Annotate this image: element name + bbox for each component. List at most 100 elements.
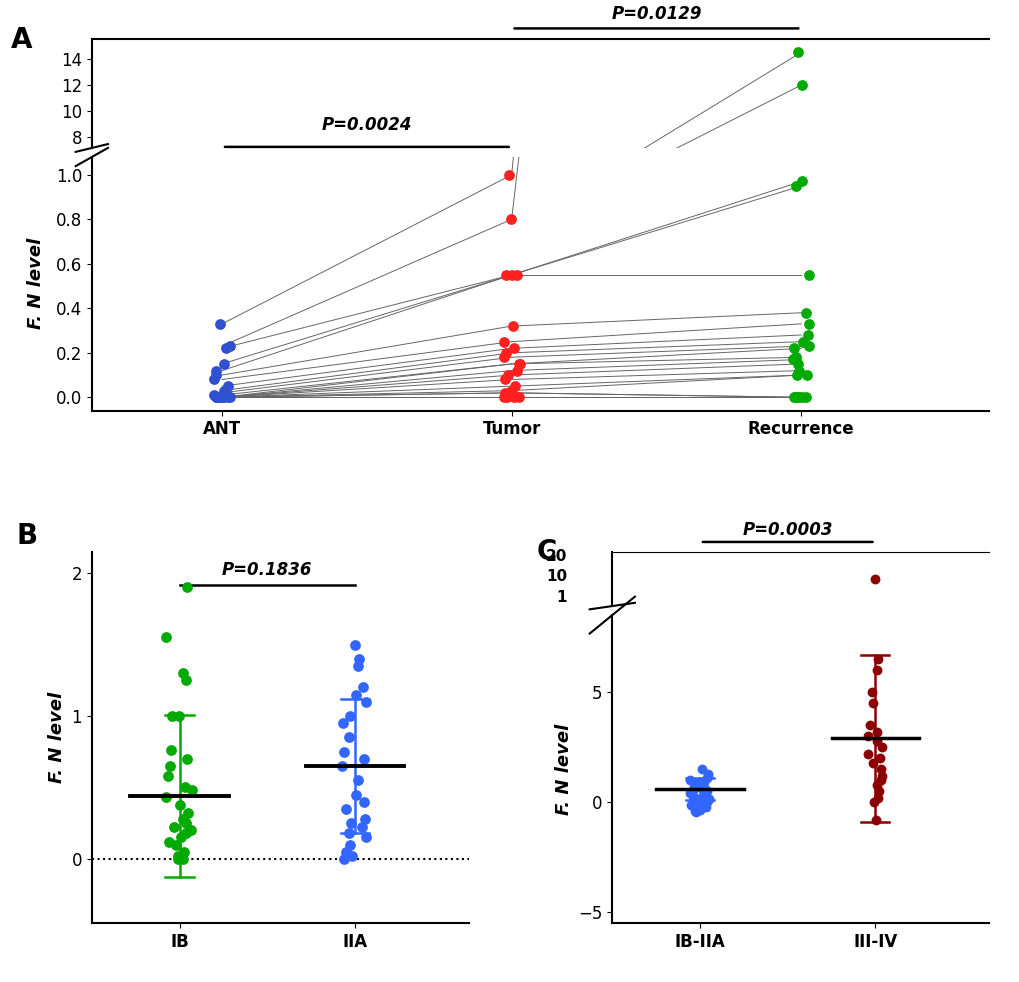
Point xyxy=(798,367,814,383)
Point xyxy=(210,390,226,406)
Point xyxy=(868,777,884,792)
Point xyxy=(694,778,710,793)
Point xyxy=(699,791,715,806)
Point xyxy=(789,44,805,60)
Point xyxy=(800,316,816,332)
Point xyxy=(221,338,237,354)
Point xyxy=(786,235,802,250)
Point xyxy=(799,327,815,343)
Point xyxy=(793,78,809,93)
Point xyxy=(346,636,363,652)
Point xyxy=(222,390,238,406)
Point xyxy=(793,174,809,190)
Point xyxy=(695,794,711,810)
Point xyxy=(865,794,881,810)
Point xyxy=(341,837,358,852)
Point xyxy=(797,230,813,246)
Point xyxy=(791,233,807,248)
Point xyxy=(868,724,884,739)
Point xyxy=(357,811,373,827)
Point xyxy=(163,742,179,758)
Point xyxy=(789,390,805,406)
Point xyxy=(178,579,195,595)
Point xyxy=(867,662,883,678)
Point xyxy=(793,390,809,406)
Text: P=0.1836: P=0.1836 xyxy=(222,561,312,578)
Point xyxy=(342,815,359,831)
Point xyxy=(699,768,715,784)
Point xyxy=(177,825,194,841)
Point xyxy=(786,390,802,406)
Point xyxy=(183,783,200,798)
Point xyxy=(338,801,355,817)
Point xyxy=(335,743,352,759)
Point xyxy=(356,751,372,767)
Point xyxy=(871,750,888,766)
Point xyxy=(340,730,357,745)
Point xyxy=(686,790,702,805)
Point xyxy=(176,780,193,795)
Point xyxy=(210,390,226,406)
Point xyxy=(495,390,512,406)
Point xyxy=(800,227,816,243)
Point xyxy=(163,708,179,724)
Point xyxy=(799,231,815,246)
Point xyxy=(696,788,712,803)
Point xyxy=(800,230,816,246)
Text: A: A xyxy=(11,27,33,54)
Point xyxy=(335,715,352,731)
Point xyxy=(682,786,698,801)
Point xyxy=(499,390,516,406)
Point xyxy=(864,754,880,770)
Point xyxy=(790,233,806,248)
Point xyxy=(789,367,805,383)
Point xyxy=(790,356,806,372)
Point xyxy=(503,385,520,401)
Point xyxy=(864,695,880,711)
Point xyxy=(507,267,524,283)
Point xyxy=(683,787,699,802)
Point xyxy=(693,791,709,807)
Point xyxy=(162,758,178,774)
Y-axis label: F. N level: F. N level xyxy=(48,691,66,783)
Point xyxy=(696,781,712,796)
Point xyxy=(694,793,710,809)
Point xyxy=(212,316,228,332)
Point xyxy=(502,383,519,399)
Point xyxy=(692,777,708,792)
Point xyxy=(862,684,878,700)
Point xyxy=(690,794,706,810)
Point xyxy=(787,350,803,365)
Point xyxy=(161,834,177,849)
Point xyxy=(210,390,226,406)
Point xyxy=(337,844,354,859)
Point xyxy=(797,304,813,320)
Point xyxy=(686,789,702,804)
Point xyxy=(343,848,360,864)
Point xyxy=(872,768,889,784)
Point xyxy=(347,686,364,702)
Point xyxy=(208,367,224,383)
Point xyxy=(340,825,357,841)
Point xyxy=(496,371,513,387)
Point xyxy=(682,797,698,813)
Point xyxy=(182,822,199,838)
Point xyxy=(791,362,807,378)
Text: P=0.0024: P=0.0024 xyxy=(321,116,412,135)
Point xyxy=(220,378,236,394)
Point xyxy=(512,356,528,372)
Point xyxy=(158,629,174,645)
Point xyxy=(869,651,886,667)
Point xyxy=(215,356,231,372)
Point xyxy=(859,729,875,744)
Point xyxy=(861,717,877,733)
Point xyxy=(160,768,176,784)
Point xyxy=(178,751,195,767)
Point xyxy=(508,362,525,378)
Point xyxy=(789,235,805,250)
Point xyxy=(688,801,704,817)
Point xyxy=(341,708,358,724)
Point xyxy=(347,787,364,802)
Point xyxy=(506,378,523,394)
Point xyxy=(793,222,809,238)
